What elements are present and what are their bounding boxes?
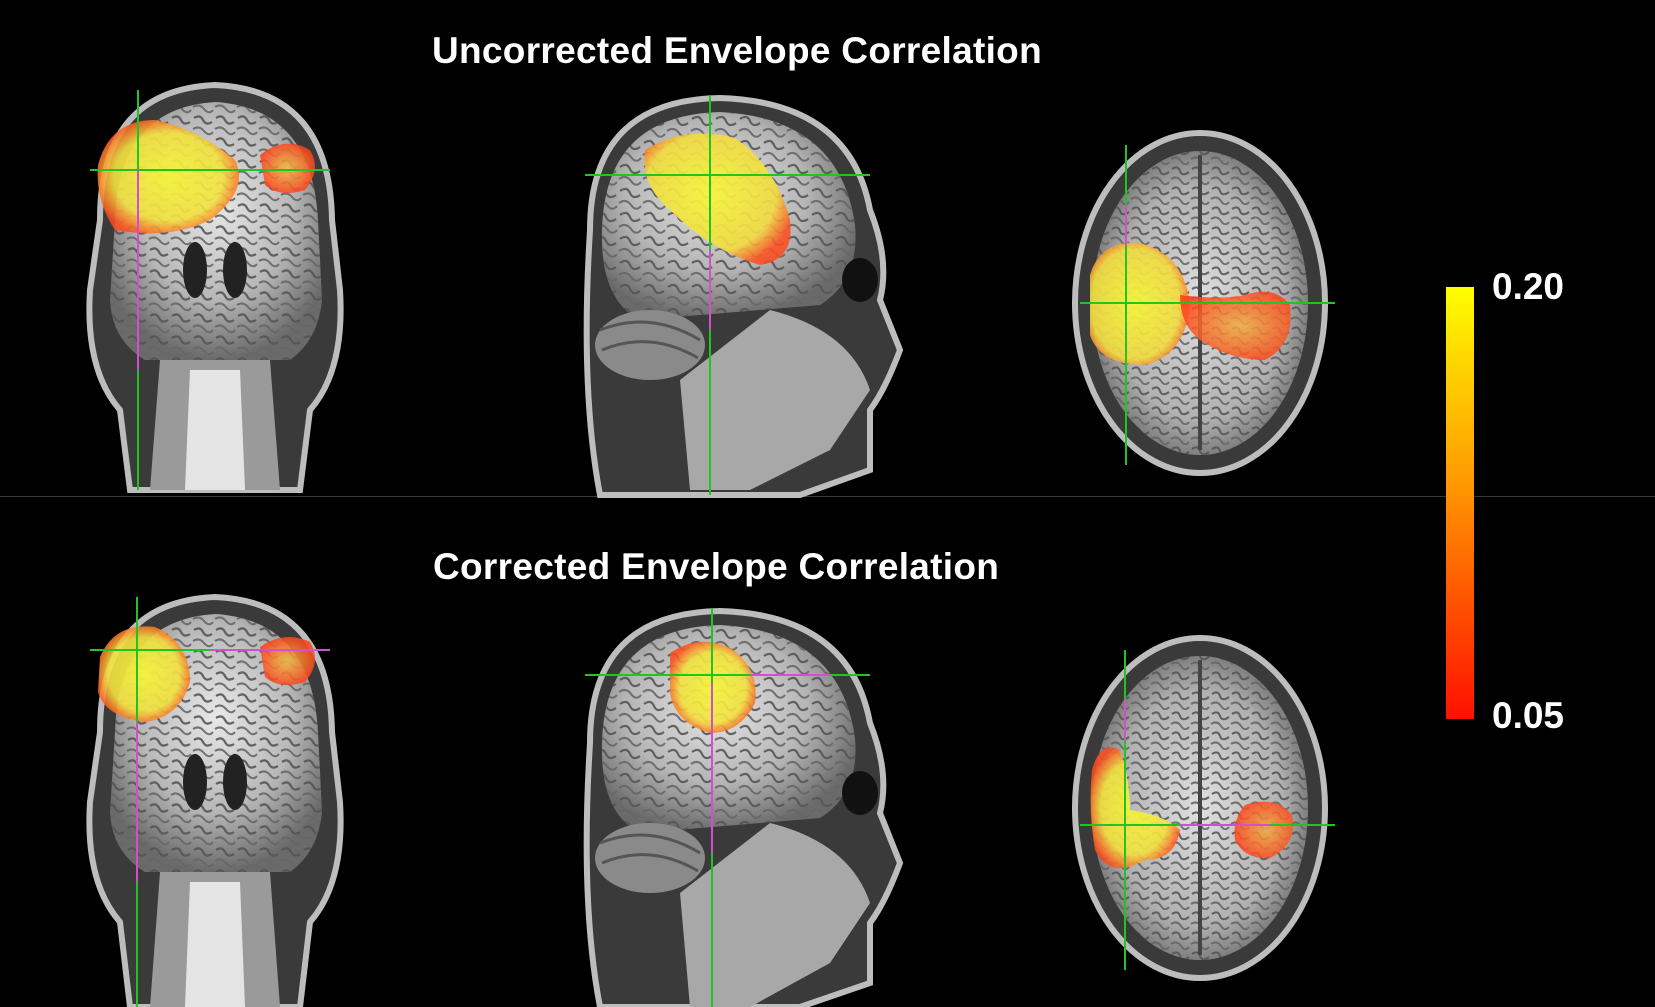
sagittal-view-uncorrected — [570, 90, 915, 500]
axial-view-corrected — [1070, 630, 1345, 990]
row-divider — [0, 496, 1655, 497]
coronal-view-corrected — [60, 582, 370, 1007]
colorbar-min-label: 0.05 — [1492, 695, 1565, 736]
sagittal-view-corrected — [570, 603, 915, 1007]
colorbar-max-label: 0.20 — [1492, 266, 1565, 307]
row-title-uncorrected: Uncorrected Envelope Correlation — [432, 30, 1042, 71]
colorbar — [1446, 287, 1474, 719]
coronal-view-uncorrected — [60, 70, 370, 500]
row-title-corrected: Corrected Envelope Correlation — [433, 546, 1000, 587]
axial-view-uncorrected — [1070, 125, 1345, 485]
